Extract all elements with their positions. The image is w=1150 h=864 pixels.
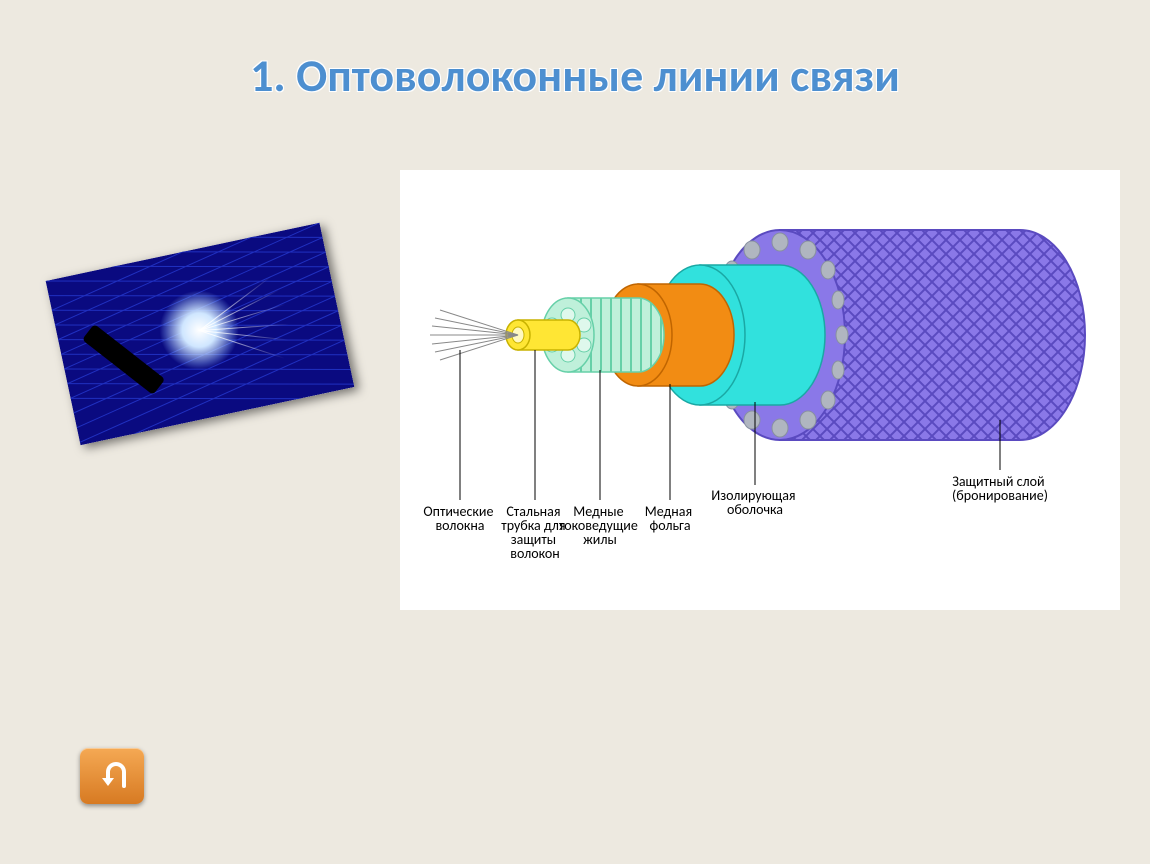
layer-optical-fibers — [430, 310, 518, 360]
label-insulating: Изолирующая оболочка — [711, 487, 798, 518]
label-copper-conductors: Медные токоведущие жилы — [559, 503, 641, 548]
back-button[interactable] — [80, 748, 144, 804]
fiber-photo — [46, 223, 355, 446]
label-optical-fibers: Оптические волокна — [423, 503, 496, 534]
u-turn-icon — [94, 762, 130, 790]
slide-title: 1. Оптоволоконные линии связи — [0, 48, 1150, 104]
label-copper-foil: Медная фольга — [645, 503, 696, 534]
cable-diagram: Оптические волокна Стальная трубка для з… — [400, 170, 1120, 610]
label-outer-armor: Защитный слой (бронирование) — [952, 473, 1048, 504]
